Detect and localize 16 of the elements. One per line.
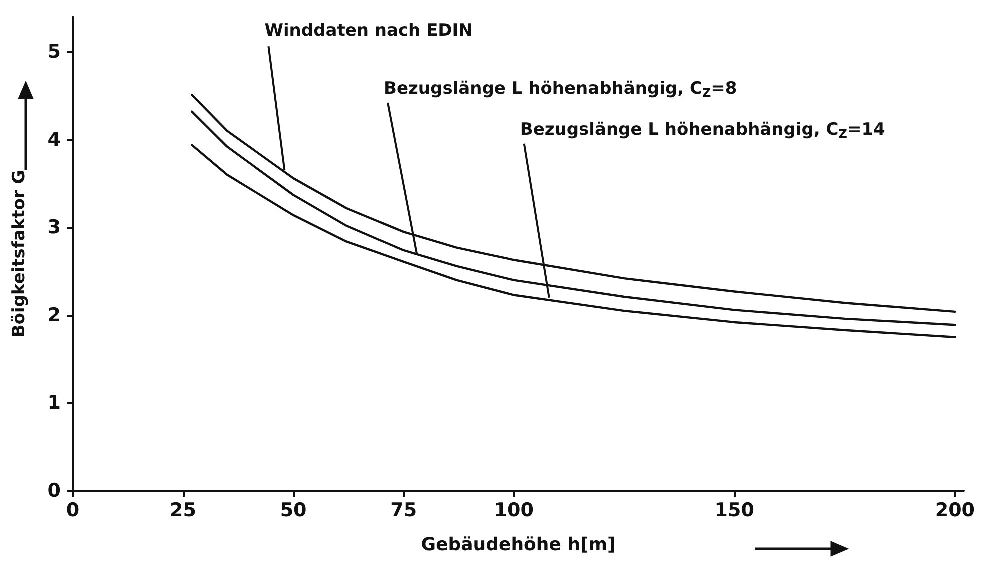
x-tick-label: 50 (280, 500, 307, 522)
annotation: Winddaten nach EDIN (264, 21, 473, 42)
y-tick-label: 5 (48, 41, 61, 64)
x-tick-label: 25 (170, 500, 196, 522)
y-tick-label: 2 (48, 304, 61, 326)
x-axis-title: Gebäudehöhe h[m] (421, 534, 616, 556)
y-tick-label: 1 (48, 392, 61, 414)
x-tick-label: 0 (66, 500, 80, 522)
y-tick-label: 3 (48, 216, 61, 239)
x-tick-label: 75 (390, 500, 418, 522)
x-tick-label: 150 (714, 500, 754, 522)
x-tick-label: 100 (494, 500, 534, 522)
y-tick-label: 0 (48, 480, 61, 502)
x-tick-label: 200 (935, 500, 976, 522)
y-axis-title: Böigkeitsfaktor G (10, 170, 30, 338)
y-tick-label: 4 (48, 128, 61, 151)
